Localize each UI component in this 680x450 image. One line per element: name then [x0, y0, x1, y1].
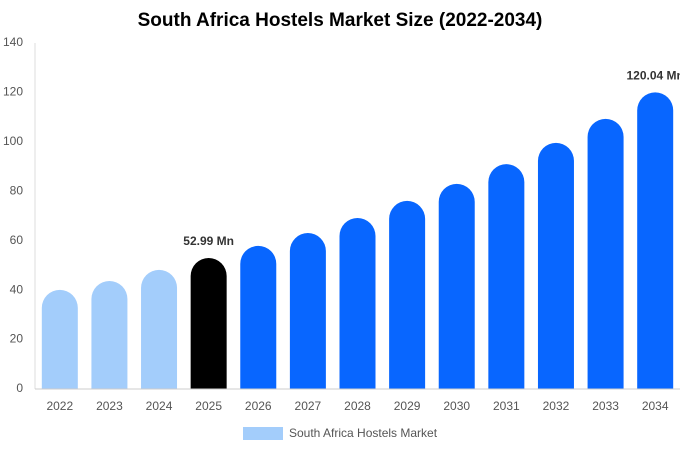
bar — [537, 142, 574, 389]
bar — [339, 217, 376, 389]
bar — [190, 258, 227, 389]
x-tick-label: 2032 — [543, 399, 570, 413]
x-tick-label: 2030 — [443, 399, 470, 413]
legend-swatch — [243, 427, 283, 440]
x-tick-label: 2022 — [46, 399, 73, 413]
y-tick-label: 100 — [3, 134, 23, 148]
bar — [41, 289, 78, 389]
y-tick-label: 0 — [16, 381, 23, 395]
bar — [91, 280, 128, 389]
x-tick-label: 2026 — [245, 399, 272, 413]
legend-label: South Africa Hostels Market — [289, 426, 438, 440]
x-tick-label: 2029 — [394, 399, 421, 413]
bar — [289, 233, 326, 389]
data-label: 120.04 Mn — [627, 69, 680, 83]
chart-title: South Africa Hostels Market Size (2022-2… — [138, 10, 543, 31]
bar — [438, 183, 475, 389]
x-tick-label: 2027 — [295, 399, 322, 413]
y-tick-label: 20 — [10, 332, 24, 346]
bar — [637, 92, 674, 389]
y-tick-label: 80 — [10, 183, 24, 197]
bar — [240, 245, 277, 389]
y-tick-label: 40 — [10, 282, 24, 296]
x-tick-label: 2033 — [592, 399, 619, 413]
y-tick-label: 60 — [10, 233, 24, 247]
bar — [389, 200, 426, 389]
x-tick-label: 2031 — [493, 399, 520, 413]
x-tick-label: 2034 — [642, 399, 669, 413]
bar — [488, 164, 525, 389]
y-tick-label: 140 — [3, 35, 23, 49]
x-tick-label: 2024 — [146, 399, 173, 413]
x-tick-label: 2025 — [195, 399, 222, 413]
y-tick-label: 120 — [3, 85, 23, 99]
x-tick-label: 2028 — [344, 399, 371, 413]
bar — [587, 118, 624, 390]
data-label: 52.99 Mn — [183, 234, 234, 248]
bar — [141, 269, 178, 389]
x-tick-label: 2023 — [96, 399, 123, 413]
